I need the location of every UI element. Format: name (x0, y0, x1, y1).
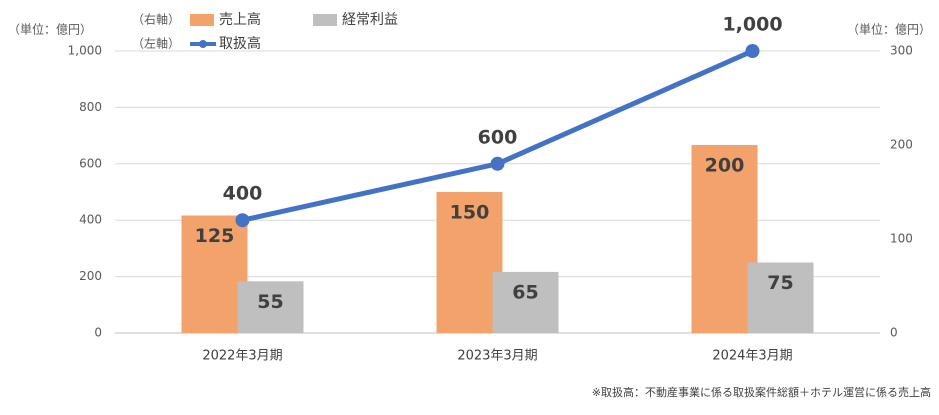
legend-swatch (199, 40, 207, 48)
y2-tick-label: 300 (890, 44, 913, 58)
value-label: 65 (512, 281, 538, 303)
y-tick-label: 800 (79, 100, 102, 114)
value-label: 75 (767, 272, 793, 294)
y-tick-label: 600 (79, 156, 102, 170)
y2-tick-label: 0 (890, 326, 898, 340)
bar (691, 145, 758, 333)
legend-label: 経常利益 (342, 12, 398, 28)
line-point (745, 44, 760, 58)
y-tick-label: 0 (94, 326, 102, 340)
legend-label: 取扱高 (219, 35, 261, 52)
value-label: 1,000 (722, 14, 782, 36)
line-point (235, 213, 250, 228)
legend-label: 売上高 (219, 11, 261, 28)
y-tick-label: 1,000 (68, 44, 102, 58)
legend-swatch (190, 14, 214, 26)
y2-unit-label: （単位：億円） (847, 22, 931, 37)
value-label: 125 (195, 225, 235, 247)
x-tick-label: 2022年3月期 (202, 349, 282, 364)
value-label: 400 (223, 183, 263, 205)
y2-tick-label: 100 (890, 232, 913, 246)
bar (747, 262, 814, 333)
legend-axis-note: （左軸） (132, 36, 180, 51)
bar (237, 281, 304, 333)
legend-axis-note: （右軸） (132, 12, 180, 27)
value-label: 600 (478, 126, 518, 148)
legend-swatch (313, 14, 337, 26)
line-point (490, 156, 505, 171)
footnote: ※取扱高：不動産事業に係る取扱案件総額＋ホテル運営に係る売上高 (592, 385, 931, 399)
value-label: 200 (705, 155, 745, 177)
value-label: 150 (450, 202, 490, 224)
y-tick-label: 400 (79, 213, 102, 227)
y2-tick-label: 200 (890, 138, 913, 152)
bar (436, 192, 503, 333)
x-tick-label: 2024年3月期 (712, 349, 792, 364)
x-tick-label: 2023年3月期 (457, 349, 537, 364)
value-label: 55 (257, 291, 283, 313)
bar (492, 271, 559, 333)
y-tick-label: 200 (79, 269, 102, 283)
y-unit-label: （単位：億円） (8, 22, 92, 37)
bar (181, 215, 248, 333)
